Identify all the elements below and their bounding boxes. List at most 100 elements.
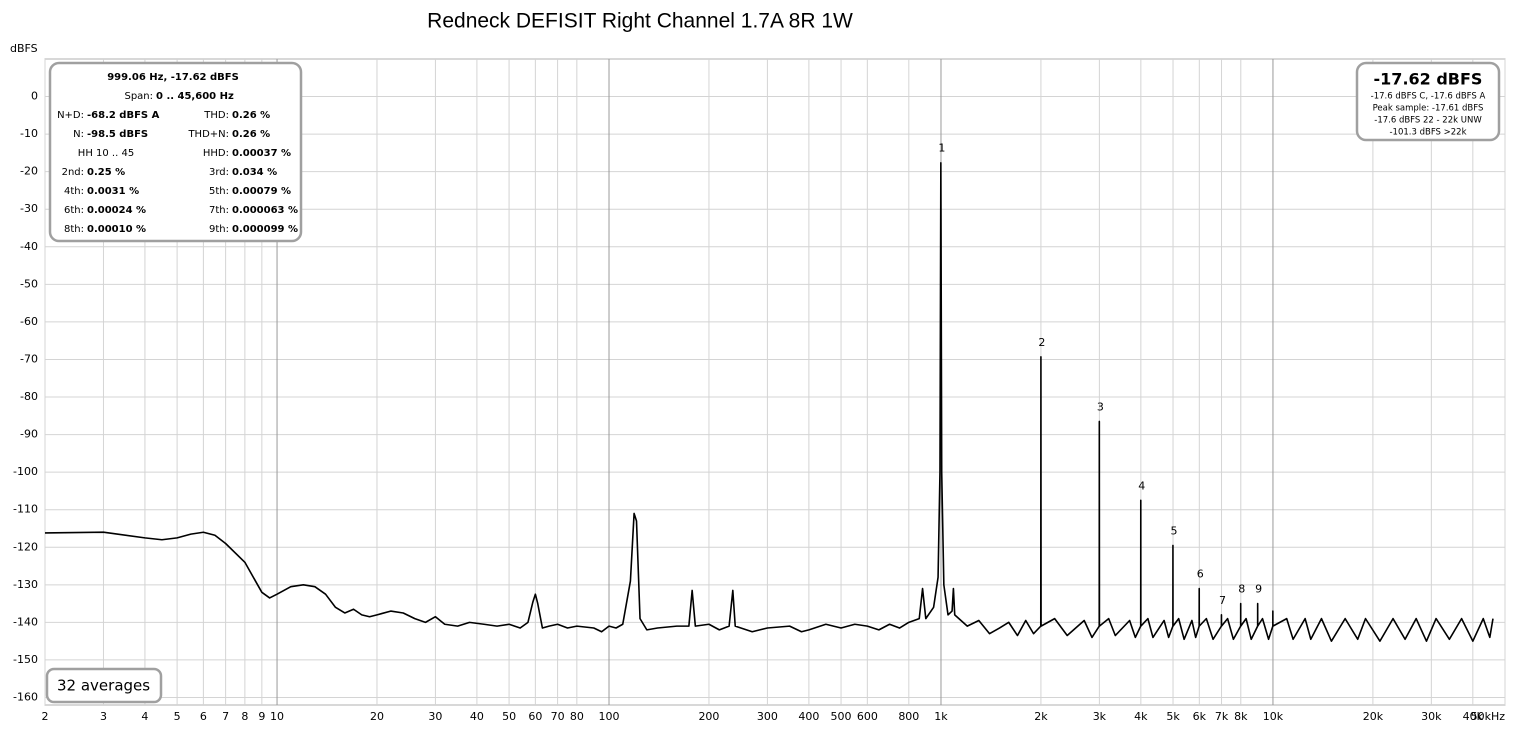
y-tick-label: -50 (20, 277, 38, 290)
info-label: 9th: (209, 224, 229, 235)
overlays: 999.06 Hz, -17.62 dBFS Span: 0 .. 45,600… (45, 61, 1501, 704)
peak-label: 3 (1097, 400, 1104, 413)
x-tick-label: 5 (174, 710, 181, 723)
x-tick-label: 50kHz (1471, 710, 1506, 723)
x-tick-label: 3k (1093, 710, 1107, 723)
info-value: 0.00024 % (87, 205, 146, 216)
info-label: THD: (203, 110, 229, 121)
x-tick-label: 2k (1034, 710, 1048, 723)
level-value: -17.62 dBFS (1374, 70, 1483, 89)
spectrum-line (44, 161, 1494, 642)
level-detail: Peak sample: -17.61 dBFS (1373, 104, 1484, 114)
x-tick-label: 3 (100, 710, 107, 723)
level-detail: -101.3 dBFS >22k (1389, 128, 1466, 138)
y-tick-label: -130 (13, 578, 38, 591)
peak-label: 7 (1219, 594, 1226, 607)
info-value: 0.000099 % (232, 224, 298, 235)
info-label: 5th: (209, 186, 229, 197)
peak-label: 1 (938, 142, 945, 155)
info-label: HHD: (203, 148, 229, 159)
info-value: 0.034 % (232, 167, 277, 178)
y-tick-label: -140 (13, 615, 38, 628)
y-tick-label: -150 (13, 653, 38, 666)
info-label: 6th: (64, 205, 84, 216)
y-tick-label: -60 (20, 315, 38, 328)
x-tick-label: 1k (934, 710, 948, 723)
x-tick-label: 4k (1134, 710, 1148, 723)
y-tick-label: -40 (20, 240, 38, 253)
x-tick-label: 8 (241, 710, 248, 723)
x-tick-label: 70 (551, 710, 565, 723)
peak-label: 4 (1138, 479, 1145, 492)
x-tick-label: 300 (757, 710, 778, 723)
x-tick-label: 200 (698, 710, 719, 723)
span-label: Span: (124, 91, 153, 102)
info-label: 2nd: (62, 167, 84, 178)
y-tick-label: -110 (13, 503, 38, 516)
x-tick-label: 2 (42, 710, 49, 723)
info-value: -68.2 dBFS A (87, 110, 160, 121)
info-header: 999.06 Hz, -17.62 dBFS (107, 72, 239, 83)
info-value: -98.5 dBFS (87, 129, 148, 140)
info-value: 0.26 % (232, 129, 270, 140)
peak-label: 8 (1238, 583, 1245, 596)
plot: 1 2 3 4 5 6 78 9 (44, 142, 1494, 642)
peak-label: 9 (1255, 583, 1262, 596)
x-tick-label: 600 (857, 710, 878, 723)
info-label: 3rd: (209, 167, 229, 178)
x-tick-label: 5k (1166, 710, 1180, 723)
averages: 32 averages (57, 677, 150, 695)
info-label: 4th: (64, 186, 84, 197)
info-label: N+D: (57, 110, 84, 121)
info-value: 0.00079 % (232, 186, 291, 197)
x-tick-label: 6 (200, 710, 207, 723)
y-tick-label: -100 (13, 465, 38, 478)
x-tick-label: 20 (370, 710, 384, 723)
level-detail: -17.6 dBFS C, -17.6 dBFS A (1371, 92, 1486, 102)
x-tick-label: 100 (599, 710, 620, 723)
info-label: 7th: (209, 205, 229, 216)
info-label: THD+N: (187, 129, 229, 140)
level-box (1355, 61, 1501, 142)
y-tick-label: 0 (31, 90, 38, 103)
info-value: 0.000063 % (232, 205, 298, 216)
x-tick-label: 500 (831, 710, 852, 723)
info-value: 0.00010 % (87, 224, 146, 235)
x-tick-label: 6k (1193, 710, 1207, 723)
peak-label: 5 (1170, 524, 1177, 537)
x-tick-label: 30k (1421, 710, 1442, 723)
y-tick-label: -90 (20, 428, 38, 441)
x-tick-label: 10k (1263, 710, 1284, 723)
y-tick-label: -10 (20, 127, 38, 140)
level-detail: -17.6 dBFS 22 - 22k UNW (1374, 116, 1482, 126)
info-label: 8th: (64, 224, 84, 235)
x-tick-label: 40 (470, 710, 484, 723)
x-tick-label: 60 (528, 710, 542, 723)
info-value: 0.00037 % (232, 148, 291, 159)
x-tick-label: 7 (222, 710, 229, 723)
x-tick-label: 800 (898, 710, 919, 723)
x-tick-label: 4 (141, 710, 148, 723)
x-tick-label: 8k (1234, 710, 1248, 723)
x-tick-label: 9 (258, 710, 265, 723)
y-tick-label: -30 (20, 202, 38, 215)
y-tick-label: -20 (20, 165, 38, 178)
grid: 0 -10 -20 -30 -40 -50 -60 -70 -80 -90 -100 -110 -120… (13, 59, 1506, 723)
info-box (48, 61, 303, 243)
x-tick-label: 40k (1463, 710, 1484, 723)
x-tick-label: 400 (798, 710, 819, 723)
info-label: N: (73, 129, 84, 140)
chart-title: Redneck DEFISIT Right Channel 1.7A 8R 1W (427, 10, 853, 33)
info-value: 0.0031 % (87, 186, 139, 197)
y-tick-label: -80 (20, 390, 38, 403)
info-label: HH 10 .. 45 (78, 148, 134, 159)
x-tick-label: 50 (502, 710, 516, 723)
x-tick-label: 7k (1215, 710, 1229, 723)
x-tick-label: 20k (1363, 710, 1384, 723)
x-tick-label: 30 (428, 710, 442, 723)
peak-label: 2 (1038, 336, 1045, 349)
y-tick-label: -70 (20, 352, 38, 365)
x-tick-label: 80 (570, 710, 584, 723)
y-tick-label: -120 (13, 540, 38, 553)
